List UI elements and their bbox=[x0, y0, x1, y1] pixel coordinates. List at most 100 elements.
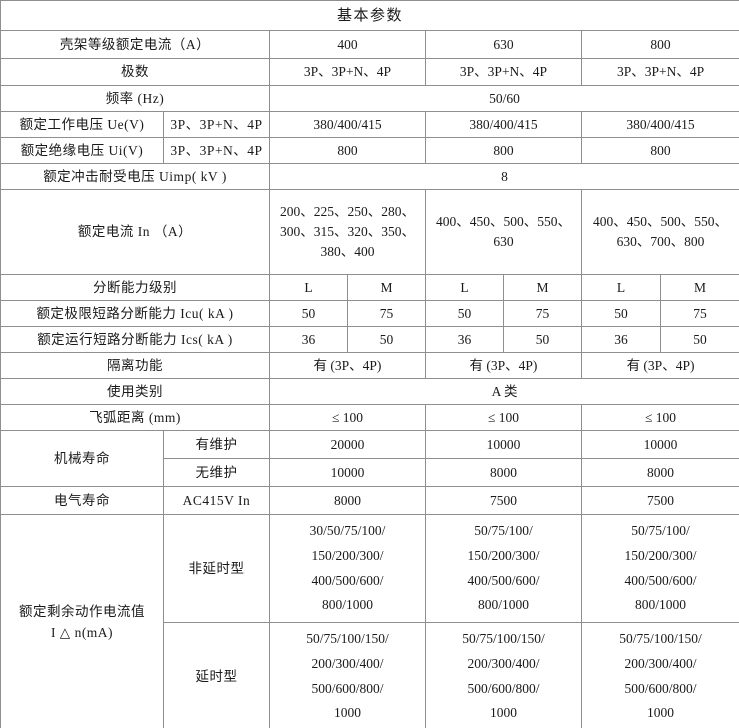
row-rated-insulation-voltage: 额定绝缘电压 Ui(V) 3P、3P+N、4P 800 800 800 bbox=[0, 137, 739, 164]
value-frame-rating-630: 630 bbox=[425, 30, 582, 59]
line: 50/75/100/150/ bbox=[462, 630, 545, 646]
value-usage-category: A 类 bbox=[268, 378, 739, 405]
row-electrical-life: 电气寿命 AC415V In 8000 7500 7500 bbox=[0, 486, 739, 515]
value-breaking-class-800-l: L bbox=[581, 274, 661, 301]
row-icu: 额定极限短路分断能力 Icu( kA ) 50 75 50 75 50 75 bbox=[0, 300, 739, 327]
sublabel-electrical-life-condition: AC415V In bbox=[163, 486, 270, 515]
row-mechanical-life-unmaintained: 无维护 10000 8000 8000 bbox=[1, 458, 739, 487]
label-breaking-class: 分断能力级别 bbox=[0, 274, 270, 301]
sublabel-rated-insulation-voltage-poles: 3P、3P+N、4P bbox=[163, 137, 270, 164]
value-arc-distance-400: ≤ 100 bbox=[269, 404, 426, 431]
line: 400/500/600/ bbox=[624, 572, 697, 588]
label-isolation: 隔离功能 bbox=[0, 352, 270, 379]
value-electrical-life-630: 7500 bbox=[425, 486, 582, 515]
value-breaking-class-400-m: M bbox=[347, 274, 426, 301]
value-breaking-class-630-m: M bbox=[503, 274, 582, 301]
value-isolation-400: 有 (3P、4P) bbox=[269, 352, 426, 379]
label-icu: 额定极限短路分断能力 Icu( kA ) bbox=[0, 300, 270, 327]
label-residual-current-line2: I △ n(mA) bbox=[50, 624, 114, 640]
value-residual-non-delay-800: 50/75/100/ 150/200/300/ 400/500/600/ 800… bbox=[580, 514, 739, 623]
row-frequency: 频率 (Hz) 50/60 bbox=[0, 85, 739, 112]
sublabel-unmaintained: 无维护 bbox=[163, 458, 270, 487]
row-isolation: 隔离功能 有 (3P、4P) 有 (3P、4P) 有 (3P、4P) bbox=[0, 352, 739, 379]
value-ics-800-m: 50 bbox=[659, 326, 739, 353]
value-ics-800-l: 36 bbox=[581, 326, 661, 353]
value-ics-400-m: 50 bbox=[347, 326, 426, 353]
value-ui-800: 800 bbox=[580, 137, 739, 164]
value-mech-maintained-800: 10000 bbox=[580, 430, 739, 459]
label-mechanical-life: 机械寿命 bbox=[0, 430, 164, 487]
value-ue-400: 380/400/415 bbox=[269, 111, 426, 138]
row-breaking-class: 分断能力级别 L M L M L M bbox=[0, 274, 739, 301]
value-breaking-class-800-m: M bbox=[659, 274, 739, 301]
label-residual-current-line1: 额定剩余动作电流值 bbox=[19, 604, 145, 620]
label-ics: 额定运行短路分断能力 Ics( kA ) bbox=[0, 326, 270, 353]
value-ui-400: 800 bbox=[269, 137, 426, 164]
row-impulse-voltage: 额定冲击耐受电压 Uimp( kV ) 8 bbox=[0, 163, 739, 190]
line: 500/600/800/ bbox=[311, 680, 384, 696]
value-rated-current-in-630: 400、450、500、550、630 bbox=[425, 189, 582, 275]
value-rated-current-in-800: 400、450、500、550、630、700、800 bbox=[580, 189, 739, 275]
value-icu-400-m: 75 bbox=[347, 300, 426, 327]
value-mech-unmaintained-630: 8000 bbox=[425, 458, 582, 487]
line: 800/1000 bbox=[635, 597, 687, 613]
value-icu-630-m: 75 bbox=[503, 300, 582, 327]
value-frame-rating-800: 800 bbox=[580, 30, 739, 59]
line: 50/75/100/150/ bbox=[619, 630, 702, 646]
page-title: 基本参数 bbox=[0, 0, 739, 31]
value-ics-630-m: 50 bbox=[503, 326, 582, 353]
value-arc-distance-630: ≤ 100 bbox=[425, 404, 582, 431]
value-impulse-voltage: 8 bbox=[268, 163, 739, 190]
line: 800/1000 bbox=[477, 597, 529, 613]
row-ics: 额定运行短路分断能力 Ics( kA ) 36 50 36 50 36 50 bbox=[0, 326, 739, 353]
value-ue-630: 380/400/415 bbox=[425, 111, 582, 138]
value-ui-630: 800 bbox=[425, 137, 582, 164]
value-ue-800: 380/400/415 bbox=[580, 111, 739, 138]
label-rated-working-voltage: 额定工作电压 Ue(V) bbox=[0, 111, 164, 138]
label-electrical-life: 电气寿命 bbox=[0, 486, 164, 515]
line: 150/200/300/ bbox=[467, 547, 540, 563]
label-frequency: 频率 (Hz) bbox=[0, 85, 270, 112]
line: 150/200/300/ bbox=[624, 547, 697, 563]
label-residual-current: 额定剩余动作电流值 I △ n(mA) bbox=[0, 514, 164, 728]
label-rated-insulation-voltage: 额定绝缘电压 Ui(V) bbox=[0, 137, 164, 164]
line: 50/75/100/150/ bbox=[306, 630, 389, 646]
line: 50/75/100/ bbox=[631, 522, 690, 538]
value-frame-rating-400: 400 bbox=[269, 30, 426, 59]
value-mech-unmaintained-800: 8000 bbox=[580, 458, 739, 487]
label-poles: 极数 bbox=[0, 58, 270, 86]
sublabel-maintained: 有维护 bbox=[163, 430, 270, 459]
value-arc-distance-800: ≤ 100 bbox=[580, 404, 739, 431]
line: 1000 bbox=[334, 705, 361, 721]
line: 1000 bbox=[490, 705, 517, 721]
sublabel-delay-type: 延时型 bbox=[163, 622, 270, 728]
value-mech-maintained-630: 10000 bbox=[425, 430, 582, 459]
row-rated-working-voltage: 额定工作电压 Ue(V) 3P、3P+N、4P 380/400/415 380/… bbox=[0, 111, 739, 138]
value-breaking-class-630-l: L bbox=[425, 274, 504, 301]
line: 200/300/400/ bbox=[311, 655, 384, 671]
row-residual-current-delay: 延时型 50/75/100/150/ 200/300/400/ 500/600/… bbox=[1, 622, 739, 728]
line: 400/500/600/ bbox=[311, 572, 384, 588]
value-residual-delay-630: 50/75/100/150/ 200/300/400/ 500/600/800/… bbox=[425, 622, 582, 728]
value-ics-400-l: 36 bbox=[269, 326, 348, 353]
value-mech-unmaintained-400: 10000 bbox=[269, 458, 426, 487]
line: 200/300/400/ bbox=[624, 655, 697, 671]
row-frame-rating: 壳架等级额定电流（A） 400 630 800 bbox=[0, 30, 739, 59]
value-icu-400-l: 50 bbox=[269, 300, 348, 327]
value-icu-630-l: 50 bbox=[425, 300, 504, 327]
label-arc-distance: 飞弧距离 (mm) bbox=[0, 404, 270, 431]
line: 200/300/400/ bbox=[467, 655, 540, 671]
row-arc-distance: 飞弧距离 (mm) ≤ 100 ≤ 100 ≤ 100 bbox=[0, 404, 739, 431]
value-poles-400: 3P、3P+N、4P bbox=[269, 58, 426, 86]
line: 1000 bbox=[647, 705, 674, 721]
line: 500/600/800/ bbox=[624, 680, 697, 696]
sublabel-rated-working-voltage-poles: 3P、3P+N、4P bbox=[163, 111, 270, 138]
value-poles-630: 3P、3P+N、4P bbox=[425, 58, 582, 86]
row-poles: 极数 3P、3P+N、4P 3P、3P+N、4P 3P、3P+N、4P bbox=[0, 58, 739, 86]
line: 150/200/300/ bbox=[311, 547, 384, 563]
line: 800/1000 bbox=[321, 597, 373, 613]
label-rated-current-in: 额定电流 In （A） bbox=[0, 189, 270, 275]
line: 30/50/75/100/ bbox=[309, 522, 386, 538]
